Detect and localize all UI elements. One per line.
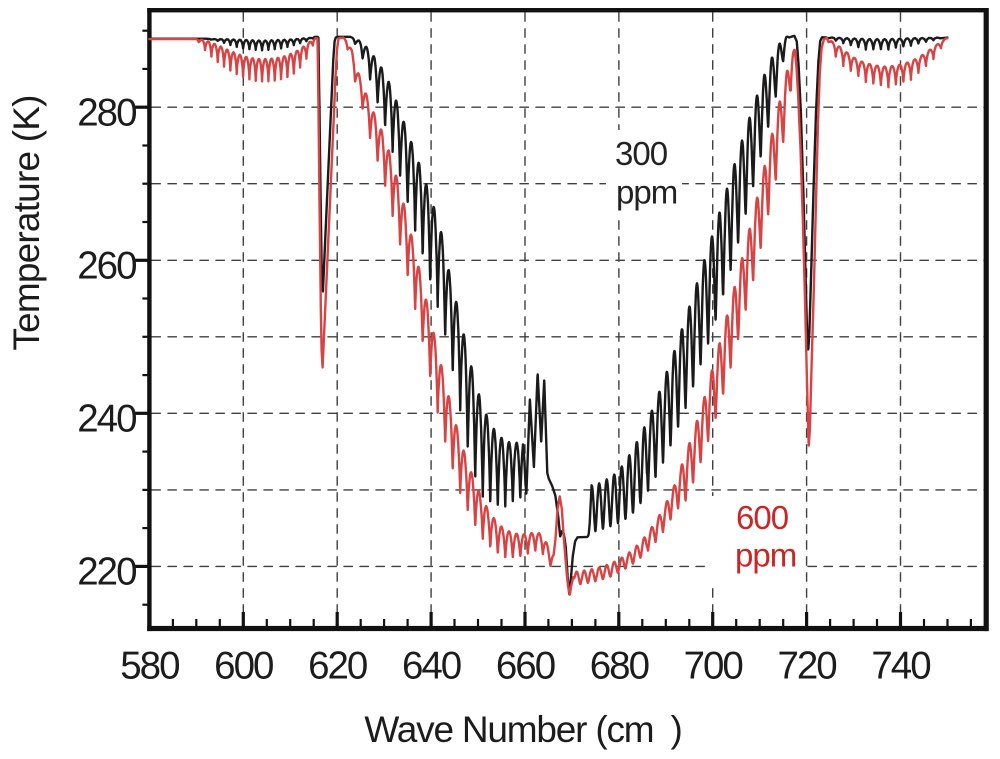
svg-text:Temperature (K): Temperature (K) <box>6 95 47 350</box>
svg-text:240: 240 <box>77 398 136 441</box>
svg-text:580: 580 <box>120 645 179 688</box>
svg-text:260: 260 <box>77 245 136 288</box>
svg-text:600: 600 <box>736 499 789 536</box>
svg-text:300: 300 <box>615 135 668 172</box>
svg-text:740: 740 <box>871 645 930 688</box>
svg-text:700: 700 <box>684 645 743 688</box>
svg-text:ppm: ppm <box>616 174 677 211</box>
svg-text:620: 620 <box>308 645 367 688</box>
svg-text:280: 280 <box>77 92 136 135</box>
svg-text:220: 220 <box>77 551 136 594</box>
svg-text:ppm: ppm <box>735 537 796 574</box>
svg-text:640: 640 <box>402 645 461 688</box>
svg-text:600: 600 <box>214 645 273 688</box>
svg-text:680: 680 <box>590 645 649 688</box>
svg-text:660: 660 <box>496 645 555 688</box>
svg-text:720: 720 <box>777 645 836 688</box>
svg-text:Wave Number (cm): Wave Number (cm) <box>364 709 681 750</box>
